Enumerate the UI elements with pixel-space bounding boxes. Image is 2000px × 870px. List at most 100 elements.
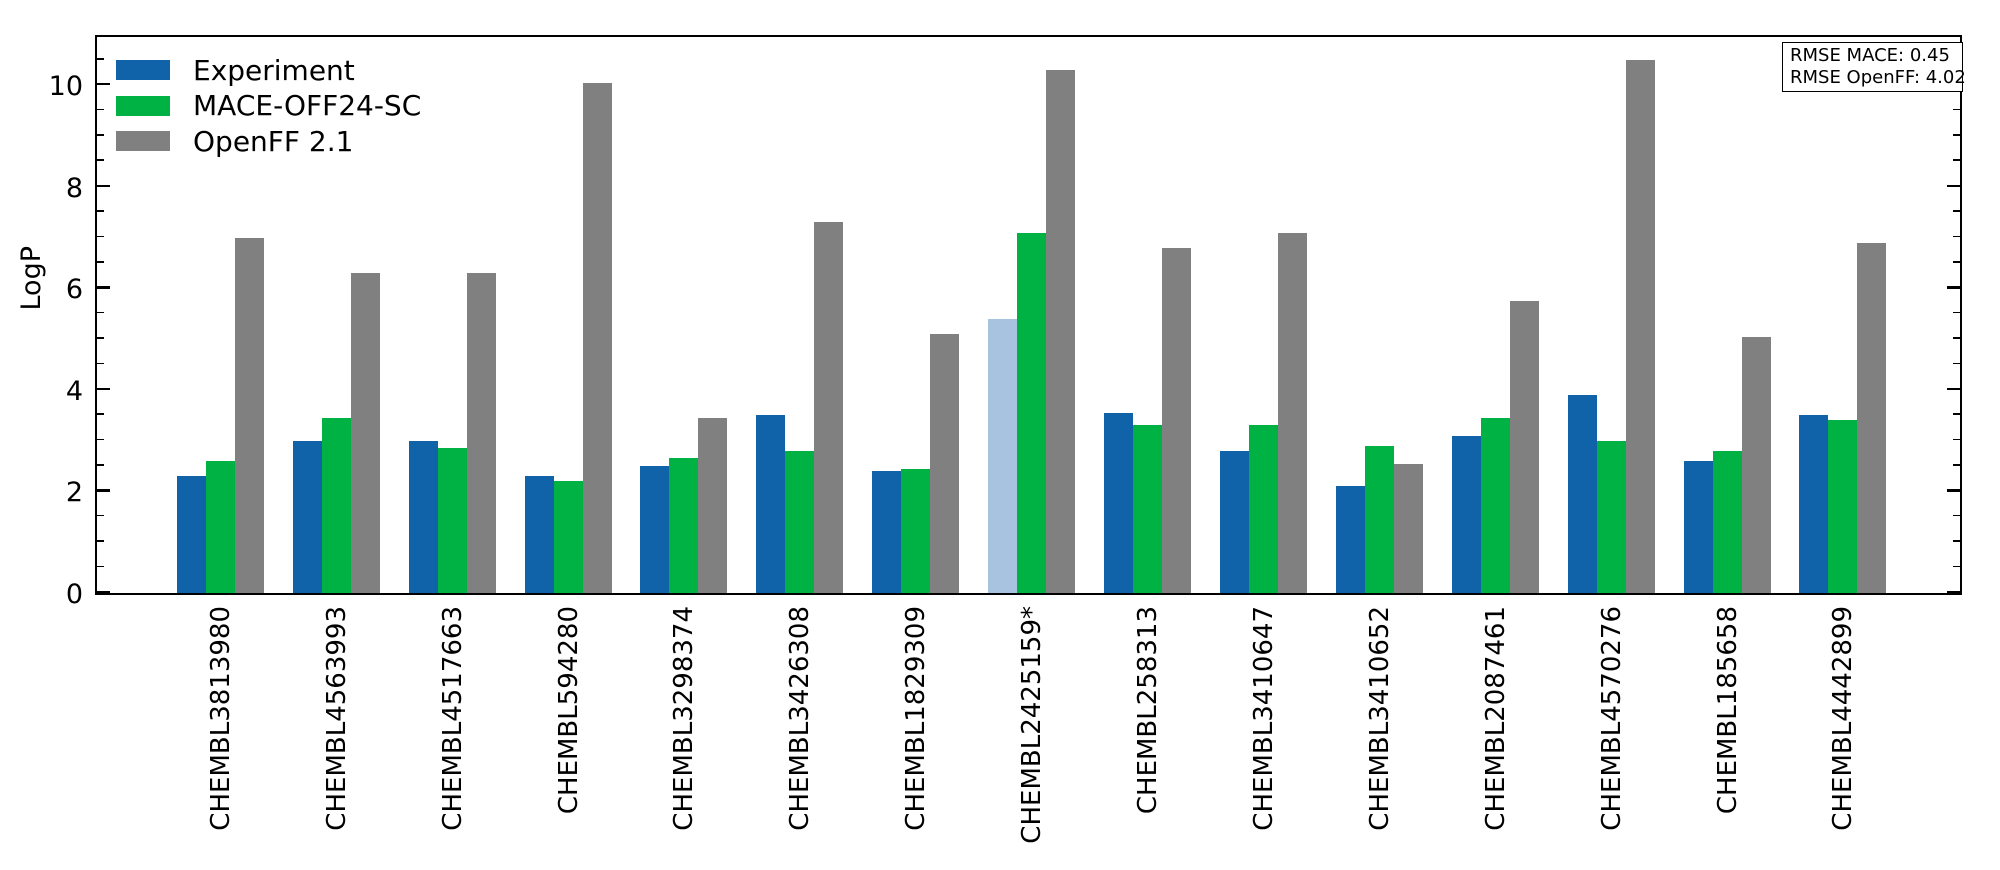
y-minor-tick-left	[97, 210, 104, 212]
y-minor-tick-right	[1953, 134, 1960, 136]
legend-swatch-openff	[116, 131, 170, 151]
y-minor-tick-left	[97, 57, 104, 60]
legend-swatch-mace	[116, 95, 170, 116]
x-tick-label-chembl2425159-: CHEMBL2425159*	[1016, 606, 1048, 848]
x-tick-label-chembl3298374: CHEMBL3298374	[668, 606, 700, 835]
bar-experiment-chembl3410647	[1219, 450, 1249, 593]
y-major-tick-left	[97, 489, 110, 492]
y-major-tick-right	[1947, 387, 1960, 391]
y-major-tick-left	[97, 184, 110, 188]
bar-openff-2-1-chembl3426308	[814, 222, 844, 593]
legend-item-experiment: Experiment	[116, 53, 421, 87]
y-minor-tick-left	[97, 514, 104, 517]
bar-openff-2-1-chembl3410652	[1393, 463, 1423, 593]
legend: Experiment MACE-OFF24-SC OpenFF 2.1	[116, 54, 421, 161]
bar-openff-2-1-chembl185658	[1741, 336, 1771, 593]
x-tick-label-chembl594280: CHEMBL594280	[553, 606, 585, 818]
y-minor-tick-left	[97, 235, 104, 238]
plot-area	[95, 35, 1962, 595]
y-minor-tick-left	[97, 311, 104, 314]
legend-swatch-experiment	[116, 60, 170, 80]
bar-experiment-chembl185658	[1683, 461, 1713, 593]
y-minor-tick-left	[97, 337, 104, 339]
y-minor-tick-right	[1953, 438, 1960, 441]
x-tick-label-text: CHEMBL3426308	[785, 606, 816, 831]
bar-experiment-chembl2425159-	[988, 318, 1018, 593]
x-tick-label-chembl3426308: CHEMBL3426308	[784, 606, 816, 835]
x-tick-label-text: CHEMBL3410647	[1248, 606, 1279, 831]
plot-inner	[97, 37, 1960, 594]
bar-openff-2-1-chembl258313	[1162, 247, 1191, 593]
y-major-tick-left	[97, 83, 110, 86]
bar-experiment-chembl4570276	[1567, 395, 1597, 593]
x-tick-label-chembl2087461: CHEMBL2087461	[1480, 606, 1512, 835]
y-minor-tick-left	[97, 464, 104, 466]
bar-mace-off24-sc-chembl3410652	[1364, 445, 1394, 593]
bar-openff-2-1-chembl3410647	[1277, 232, 1307, 593]
bar-mace-off24-sc-chembl2425159-	[1017, 232, 1047, 593]
y-major-tick-left	[97, 286, 110, 289]
bar-experiment-chembl1829309	[872, 471, 902, 593]
bar-experiment-chembl4442899	[1799, 415, 1829, 593]
y-minor-tick-right	[1953, 260, 1960, 263]
y-major-tick-right	[1947, 286, 1960, 289]
bar-experiment-chembl594280	[524, 476, 554, 593]
y-minor-tick-left	[97, 540, 104, 542]
bar-mace-off24-sc-chembl4570276	[1596, 440, 1626, 593]
bar-openff-2-1-chembl3813980	[234, 237, 264, 593]
y-minor-tick-left	[97, 413, 104, 415]
y-minor-tick-right	[1953, 311, 1960, 314]
x-tick-label-chembl4570276: CHEMBL4570276	[1596, 606, 1628, 835]
y-major-tick-right	[1947, 184, 1960, 188]
y-minor-tick-right	[1953, 464, 1960, 466]
bar-openff-2-1-chembl4570276	[1625, 59, 1655, 593]
legend-label-experiment: Experiment	[193, 53, 355, 87]
y-tick-label-4: 4	[65, 375, 83, 407]
bar-experiment-chembl3426308	[756, 415, 786, 593]
bar-mace-off24-sc-chembl3410647	[1248, 425, 1278, 593]
x-tick-label-text: CHEMBL4570276	[1596, 606, 1627, 831]
y-minor-tick-right	[1953, 108, 1960, 111]
y-minor-tick-right	[1953, 235, 1960, 238]
x-tick-label-text: CHEMBL4517663	[437, 606, 468, 831]
y-minor-tick-right	[1953, 413, 1960, 415]
y-minor-tick-right	[1953, 159, 1960, 162]
bar-openff-2-1-chembl3298374	[698, 417, 728, 593]
y-major-tick-left	[97, 387, 110, 391]
x-tick-label-text: CHEMBL4563993	[321, 606, 352, 831]
rmse-annotation-box: RMSE MACE: 0.45 RMSE OpenFF: 4.02	[1782, 42, 1966, 92]
y-minor-tick-right	[1953, 540, 1960, 542]
legend-label-openff: OpenFF 2.1	[193, 124, 354, 158]
y-minor-tick-right	[1953, 337, 1960, 339]
bar-experiment-chembl4517663	[408, 440, 438, 593]
x-tick-label-text: CHEMBL3813980	[205, 606, 236, 831]
bar-openff-2-1-chembl4517663	[466, 273, 496, 593]
bar-mace-off24-sc-chembl185658	[1712, 450, 1742, 593]
bar-openff-2-1-chembl4442899	[1857, 242, 1887, 593]
y-tick-label-8: 8	[65, 172, 83, 204]
y-minor-tick-right	[1953, 362, 1960, 365]
y-minor-tick-left	[97, 565, 104, 568]
y-major-tick-right	[1947, 489, 1960, 492]
bar-mace-off24-sc-chembl4442899	[1828, 420, 1858, 593]
bar-openff-2-1-chembl1829309	[930, 334, 960, 593]
rmse-mace-line: RMSE MACE: 0.45	[1790, 45, 1950, 66]
y-minor-tick-left	[97, 438, 104, 441]
y-minor-tick-left	[97, 134, 104, 136]
x-tick-label-chembl258313: CHEMBL258313	[1132, 606, 1164, 818]
y-axis-tick-labels: 0 2 4 6 8 10	[0, 35, 83, 610]
x-tick-label-text: CHEMBL3298374	[669, 606, 700, 831]
y-minor-tick-left	[97, 362, 104, 365]
bar-experiment-chembl4563993	[292, 440, 322, 593]
bar-mace-off24-sc-chembl4563993	[321, 417, 351, 593]
legend-item-openff: OpenFF 2.1	[116, 124, 421, 158]
bar-experiment-chembl2087461	[1451, 435, 1481, 593]
x-tick-label-chembl4442899: CHEMBL4442899	[1827, 606, 1859, 835]
bar-openff-2-1-chembl2425159-	[1046, 70, 1076, 593]
x-tick-label-chembl185658: CHEMBL185658	[1712, 606, 1744, 818]
bar-openff-2-1-chembl4563993	[350, 273, 380, 593]
x-tick-label-chembl4563993: CHEMBL4563993	[321, 606, 353, 835]
bar-mace-off24-sc-chembl3426308	[785, 450, 815, 593]
bar-mace-off24-sc-chembl3813980	[205, 461, 235, 593]
